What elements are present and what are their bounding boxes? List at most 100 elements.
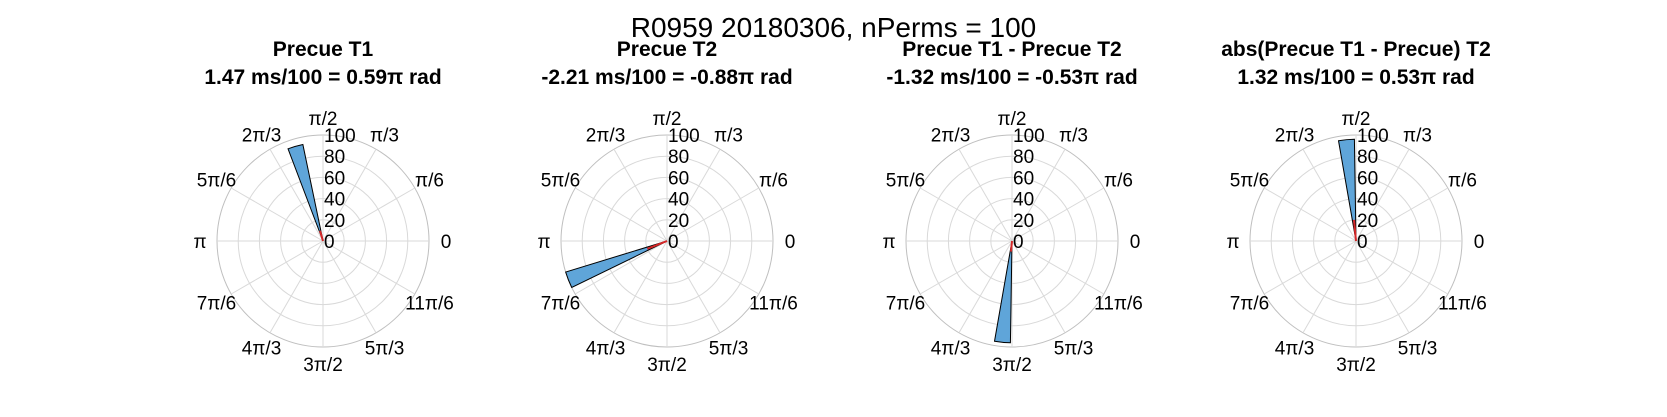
r-tick-label: 20 — [1357, 211, 1378, 232]
theta-tick-label: 2π/3 — [931, 125, 971, 146]
theta-tick-label: π — [537, 232, 550, 253]
chart-subtitle: -1.32 ms/100 = -0.53π rad — [886, 66, 1137, 89]
polar-chart: Precue T1 - Precue T2 -1.32 ms/100 = -0.5… — [882, 38, 1142, 376]
resultant-vector — [646, 240, 668, 250]
theta-tick-label: 11π/6 — [1094, 294, 1143, 315]
resultant-vector — [1353, 219, 1357, 242]
theta-tick-label: π — [1226, 232, 1239, 253]
theta-tick-label: 5π/6 — [886, 171, 926, 192]
theta-tick-label: 3π/2 — [303, 355, 343, 376]
polar-spoke — [613, 148, 668, 242]
polar-spoke — [1263, 240, 1357, 295]
r-tick-label: 0 — [324, 232, 335, 253]
polar-spoke — [1263, 187, 1357, 242]
r-tick-label: 60 — [1013, 168, 1034, 189]
r-tick-label: 0 — [668, 232, 679, 253]
polar-spoke — [1011, 240, 1066, 334]
histogram-bin — [1337, 138, 1357, 242]
theta-tick-label: π/3 — [1059, 125, 1088, 146]
polar-spoke — [958, 148, 1013, 242]
polar-spoke — [1355, 187, 1449, 242]
theta-tick-label: π/2 — [998, 109, 1027, 130]
r-tick-label: 60 — [324, 168, 345, 189]
theta-tick-label: π — [882, 232, 895, 253]
chart-title: Precue T2 — [617, 38, 717, 61]
figure-suptitle: R0959 20180306, nPerms = 100 — [630, 12, 1037, 43]
r-tick-label: 80 — [1357, 147, 1378, 168]
theta-tick-label: π — [193, 232, 206, 253]
histogram-bin — [565, 240, 668, 289]
polar-spoke — [1355, 148, 1410, 242]
theta-tick-label: 11π/6 — [1438, 294, 1487, 315]
polar-spoke — [958, 240, 1013, 334]
r-tick-label: 40 — [1357, 190, 1378, 211]
r-tick-label: 80 — [668, 147, 689, 168]
polar-spoke — [919, 187, 1013, 242]
theta-tick-label: 3π/2 — [647, 355, 687, 376]
r-tick-label: 60 — [1357, 168, 1378, 189]
histogram-bin — [287, 143, 324, 242]
polar-spoke — [269, 148, 324, 242]
polar-spoke — [666, 240, 760, 295]
theta-tick-label: π/3 — [714, 125, 743, 146]
chart-title: Precue T1 - Precue T2 — [902, 38, 1121, 61]
theta-tick-label: 4π/3 — [586, 339, 626, 360]
polar-spoke — [613, 240, 668, 334]
polar-spoke — [1302, 148, 1357, 242]
theta-tick-label: π/2 — [653, 109, 682, 130]
theta-tick-label: 0 — [441, 232, 452, 253]
theta-tick-label: 11π/6 — [405, 294, 454, 315]
r-tick-label: 40 — [324, 190, 345, 211]
r-tick-label: 40 — [668, 190, 689, 211]
theta-tick-label: 5π/6 — [1230, 171, 1270, 192]
polar-spoke — [1355, 240, 1410, 334]
theta-tick-label: 5π/3 — [1398, 339, 1438, 360]
polar-spoke — [1011, 240, 1105, 295]
r-tick-label: 0 — [1357, 232, 1368, 253]
polar-spoke — [574, 240, 668, 295]
resultant-vector — [1010, 240, 1013, 252]
theta-tick-label: π/2 — [1342, 109, 1371, 130]
r-tick-label: 20 — [1013, 211, 1034, 232]
polar-spoke — [269, 240, 324, 334]
theta-tick-label: π/6 — [1448, 171, 1477, 192]
theta-tick-label: 5π/6 — [197, 171, 237, 192]
polar-chart: Precue T11.47 ms/100 = 0.59π rad02040608… — [193, 38, 453, 376]
chart-title: abs(Precue T1 - Precue) T2 — [1221, 38, 1491, 61]
theta-tick-label: 7π/6 — [886, 294, 926, 315]
polar-spoke — [322, 240, 416, 295]
r-tick-label: 60 — [668, 168, 689, 189]
polar-spoke — [919, 240, 1013, 295]
theta-tick-label: π/2 — [309, 109, 338, 130]
theta-tick-label: 4π/3 — [242, 339, 282, 360]
polar-spoke — [1302, 240, 1357, 334]
theta-tick-label: 2π/3 — [1275, 125, 1315, 146]
theta-tick-label: 7π/6 — [197, 294, 237, 315]
theta-tick-label: 0 — [785, 232, 796, 253]
polar-spoke — [230, 240, 324, 295]
chart-title: Precue T1 — [273, 38, 374, 61]
histogram-bin — [993, 240, 1013, 344]
r-tick-label: 100 — [1357, 126, 1389, 147]
theta-tick-label: π/6 — [1104, 171, 1133, 192]
theta-tick-label: 11π/6 — [749, 294, 798, 315]
r-tick-label: 100 — [324, 126, 356, 147]
r-tick-label: 80 — [1013, 147, 1034, 168]
resultant-vector — [319, 230, 324, 242]
polar-spoke — [666, 187, 760, 242]
polar-spoke — [574, 187, 668, 242]
theta-tick-label: π/6 — [415, 171, 444, 192]
r-tick-label: 20 — [324, 211, 345, 232]
r-tick-label: 80 — [324, 147, 345, 168]
polar-spoke — [666, 148, 721, 242]
polar-spoke — [322, 240, 377, 334]
polar-chart: abs(Precue T1 - Precue) T2 1.32 ms/100 = … — [1221, 38, 1491, 376]
polar-chart: Precue T2-2.21 ms/100 = -0.88π rad020406… — [537, 38, 797, 376]
polar-spoke — [666, 240, 721, 334]
polar-spoke — [230, 187, 324, 242]
theta-tick-label: π/3 — [370, 125, 399, 146]
polar-spoke — [1355, 240, 1449, 295]
polar-spoke — [322, 187, 416, 242]
